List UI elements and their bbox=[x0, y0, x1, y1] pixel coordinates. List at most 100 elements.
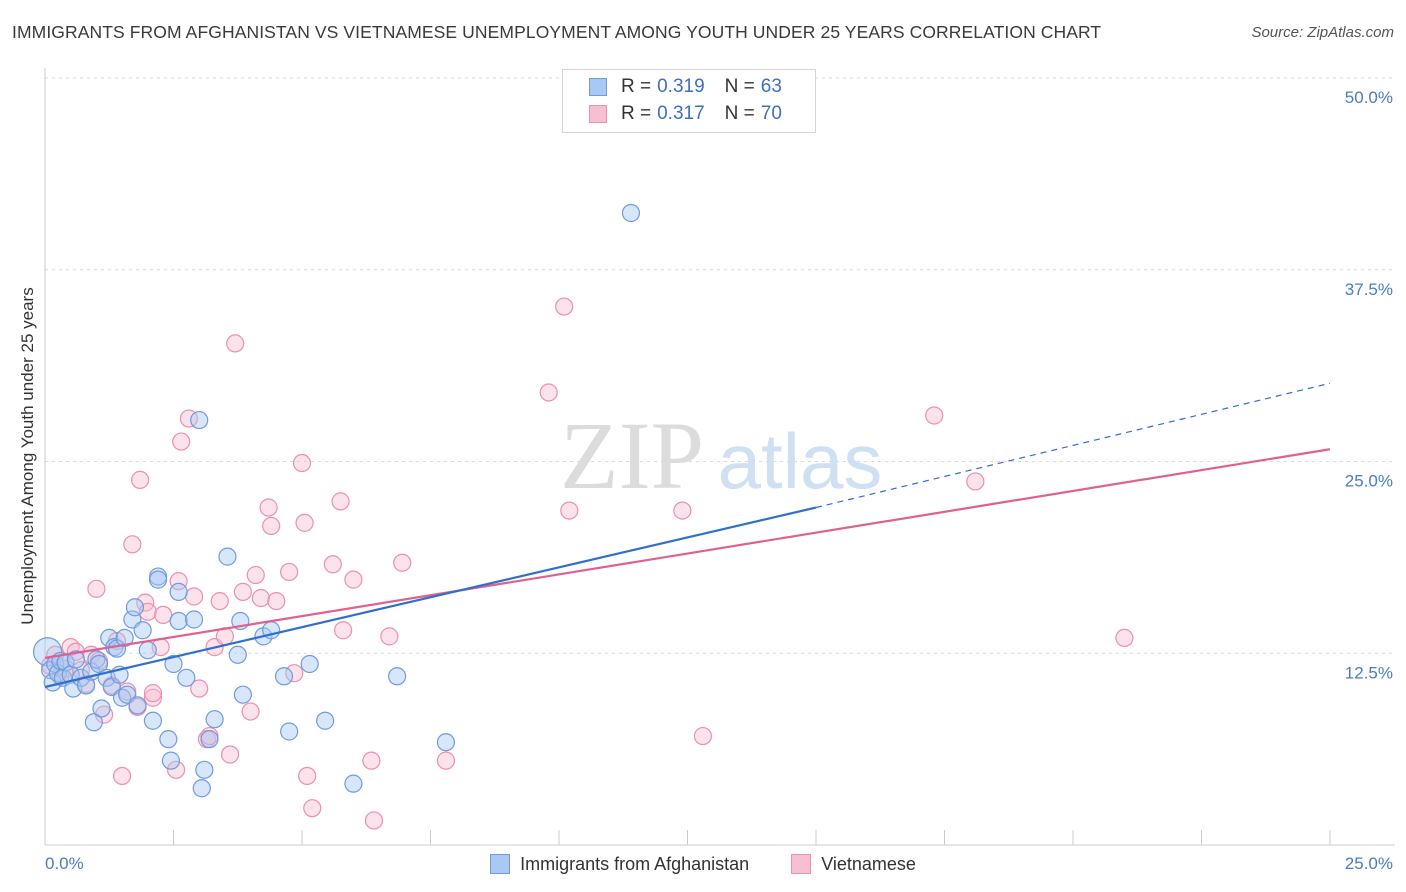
x-tick-label: 0.0% bbox=[45, 854, 84, 873]
legend-n-label: N = bbox=[724, 76, 755, 97]
afghanistan-point bbox=[344, 774, 363, 793]
vietnamese-point bbox=[143, 688, 163, 707]
afghanistan-point bbox=[233, 685, 252, 704]
vietnamese-point bbox=[693, 726, 713, 746]
vietnamese-point bbox=[226, 334, 245, 353]
afghanistan-point bbox=[169, 582, 188, 601]
vietnamese-point bbox=[210, 591, 229, 611]
vietnamese-point bbox=[280, 562, 299, 582]
legend-n-value: 63 bbox=[760, 76, 782, 97]
vietnamese-point bbox=[436, 751, 456, 770]
chart-title: IMMIGRANTS FROM AFGHANISTAN VS VIETNAMES… bbox=[12, 22, 1102, 42]
vietnamese-point bbox=[190, 679, 209, 698]
vietnamese-point bbox=[241, 702, 260, 721]
vietnamese-point bbox=[393, 553, 412, 572]
legend-row-afghanistan: R = 0.319 N = 63 bbox=[589, 76, 782, 98]
vietnamese-point bbox=[292, 453, 312, 473]
afghanistan-point bbox=[316, 711, 335, 730]
gridlines bbox=[45, 77, 1395, 654]
y-tick-label: 25.0% bbox=[1345, 472, 1393, 491]
watermark-atlas: atlas bbox=[718, 417, 883, 505]
vietnamese-point bbox=[673, 501, 692, 520]
afghanistan-point bbox=[274, 667, 294, 686]
legend-r-label: R = bbox=[621, 103, 652, 124]
afghanistan-point bbox=[164, 654, 183, 674]
vietnamese-point bbox=[285, 664, 304, 683]
vietnamese-point bbox=[112, 766, 132, 786]
legend-item-vietnamese: Vietnamese bbox=[791, 854, 916, 875]
vietnamese-point bbox=[154, 605, 173, 625]
vietnamese-point bbox=[246, 565, 265, 585]
afghanistan-point bbox=[280, 722, 299, 741]
stats-legend: R = 0.319 N = 63 R = 0.317 N = 70 bbox=[562, 69, 816, 133]
vietnamese-point bbox=[259, 498, 278, 517]
legend-r-value: 0.317 bbox=[657, 103, 705, 124]
legend-swatch-pink bbox=[589, 105, 607, 123]
legend-swatch-blue bbox=[490, 854, 511, 874]
axes bbox=[44, 68, 1395, 846]
afghanistan-point bbox=[218, 547, 237, 566]
vietnamese-point bbox=[303, 799, 322, 818]
afghanistan-point bbox=[125, 598, 145, 617]
afghanistan-point bbox=[84, 713, 103, 732]
afghanistan-point bbox=[138, 641, 157, 660]
x-tick-label: 25.0% bbox=[1345, 854, 1393, 873]
vietnamese-point bbox=[130, 470, 150, 490]
series-vietnamese-points bbox=[41, 297, 1134, 830]
legend-row-vietnamese: R = 0.317 N = 70 bbox=[589, 103, 782, 125]
vietnamese-point bbox=[334, 621, 353, 640]
afghanistan-point bbox=[228, 645, 247, 664]
afghanistan-point bbox=[148, 570, 168, 589]
legend-r-value: 0.319 bbox=[657, 76, 705, 97]
vietnamese-point bbox=[323, 555, 342, 574]
legend-swatch-blue bbox=[589, 78, 607, 96]
vietnamese-point bbox=[295, 513, 314, 532]
vietnamese-point bbox=[169, 572, 188, 591]
legend-item-afghanistan: Immigrants from Afghanistan bbox=[490, 854, 749, 875]
vietnamese-point bbox=[262, 516, 281, 536]
afghanistan-trend-line bbox=[44, 506, 817, 689]
afghanistan-point bbox=[32, 637, 63, 667]
legend-n-label: N = bbox=[724, 103, 755, 124]
afghanistan-point bbox=[184, 610, 204, 629]
afghanistan-point bbox=[169, 611, 188, 631]
afghanistan-point bbox=[143, 711, 163, 730]
afghanistan-point bbox=[200, 730, 219, 749]
vietnamese-point bbox=[344, 570, 363, 589]
vietnamese-point bbox=[166, 760, 186, 779]
afghanistan-point bbox=[161, 751, 181, 770]
afghanistan-point bbox=[159, 730, 178, 749]
afghanistan-point bbox=[436, 733, 456, 752]
vietnamese-point bbox=[380, 627, 399, 646]
afghanistan-point bbox=[300, 654, 319, 674]
afghanistan-point bbox=[621, 203, 641, 223]
afghanistan-point bbox=[177, 668, 196, 687]
y-tick-label: 50.0% bbox=[1345, 88, 1393, 107]
legend-swatch-pink bbox=[791, 854, 812, 874]
vietnamese-point bbox=[172, 432, 191, 451]
vietnamese-point bbox=[560, 501, 579, 520]
y-tick-label: 12.5% bbox=[1345, 663, 1393, 682]
vietnamese-point bbox=[184, 587, 204, 606]
vietnamese-point bbox=[364, 811, 384, 830]
watermark: ZIP atlas bbox=[560, 402, 882, 509]
afghanistan-point bbox=[192, 779, 211, 798]
afghanistan-point bbox=[89, 654, 109, 674]
vietnamese-point bbox=[298, 766, 317, 786]
afghanistan-point bbox=[128, 696, 147, 715]
legend-label-vietnamese: Vietnamese bbox=[821, 853, 916, 874]
vietnamese-point bbox=[966, 472, 985, 491]
legend-n-value: 70 bbox=[760, 103, 782, 124]
tick-labels: 12.5% 25.0% 37.5% 50.0% 0.0% 25.0% bbox=[45, 88, 1393, 873]
vietnamese-point bbox=[87, 579, 106, 598]
chart-source: Source: ZipAtlas.com bbox=[1251, 24, 1394, 41]
vietnamese-point bbox=[362, 751, 381, 770]
afghanistan-trend-extension bbox=[815, 382, 1331, 509]
afghanistan-point bbox=[195, 760, 214, 779]
watermark-zip: ZIP bbox=[560, 402, 704, 509]
vietnamese-trend-line bbox=[44, 448, 1331, 659]
vietnamese-point bbox=[1115, 628, 1134, 648]
vietnamese-point bbox=[925, 406, 944, 425]
afghanistan-point bbox=[190, 410, 209, 430]
vietnamese-point bbox=[233, 582, 252, 601]
